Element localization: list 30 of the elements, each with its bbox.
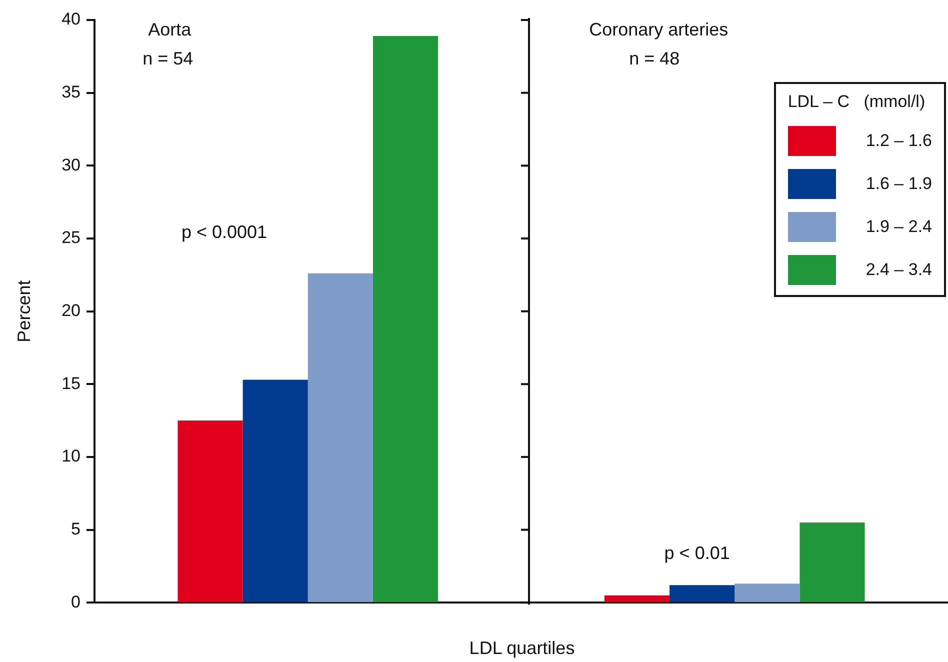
- bar: [308, 273, 373, 602]
- legend-label: 1.9 – 2.4: [866, 217, 932, 237]
- y-tick-label: 15: [62, 374, 81, 393]
- y-tick-label: 30: [62, 155, 81, 174]
- legend-label: 1.2 – 1.6: [866, 131, 932, 151]
- annotation: n = 48: [629, 48, 680, 69]
- y-axis-title: Percent: [14, 280, 34, 342]
- bar: [604, 595, 670, 602]
- annotation: n = 54: [142, 48, 194, 69]
- bar: [242, 380, 308, 602]
- legend-title: LDL – C (mmol/l): [788, 92, 926, 112]
- annotation: p < 0.0001: [181, 222, 268, 242]
- legend-label: 1.6 – 1.9: [866, 174, 932, 194]
- y-tick-label: 5: [71, 519, 81, 538]
- y-tick-label: 20: [62, 300, 81, 320]
- annotation: Coronary arteries: [589, 19, 728, 40]
- legend-label: 2.4 – 3.4: [866, 260, 932, 280]
- y-tick-label: 35: [62, 82, 81, 102]
- annotation: Aorta: [148, 19, 192, 40]
- bar: [800, 522, 865, 602]
- annotation: p < 0.01: [664, 543, 730, 564]
- y-tick-label: 25: [62, 228, 81, 248]
- bar: [372, 36, 438, 602]
- y-tick-label: 10: [62, 446, 81, 466]
- bar: [178, 420, 243, 602]
- x-axis-title: LDL quartiles: [469, 638, 575, 659]
- y-tick-label: 0: [71, 592, 81, 612]
- bar: [734, 584, 800, 602]
- y-tick-label: 40: [62, 10, 81, 29]
- bar: [670, 585, 735, 602]
